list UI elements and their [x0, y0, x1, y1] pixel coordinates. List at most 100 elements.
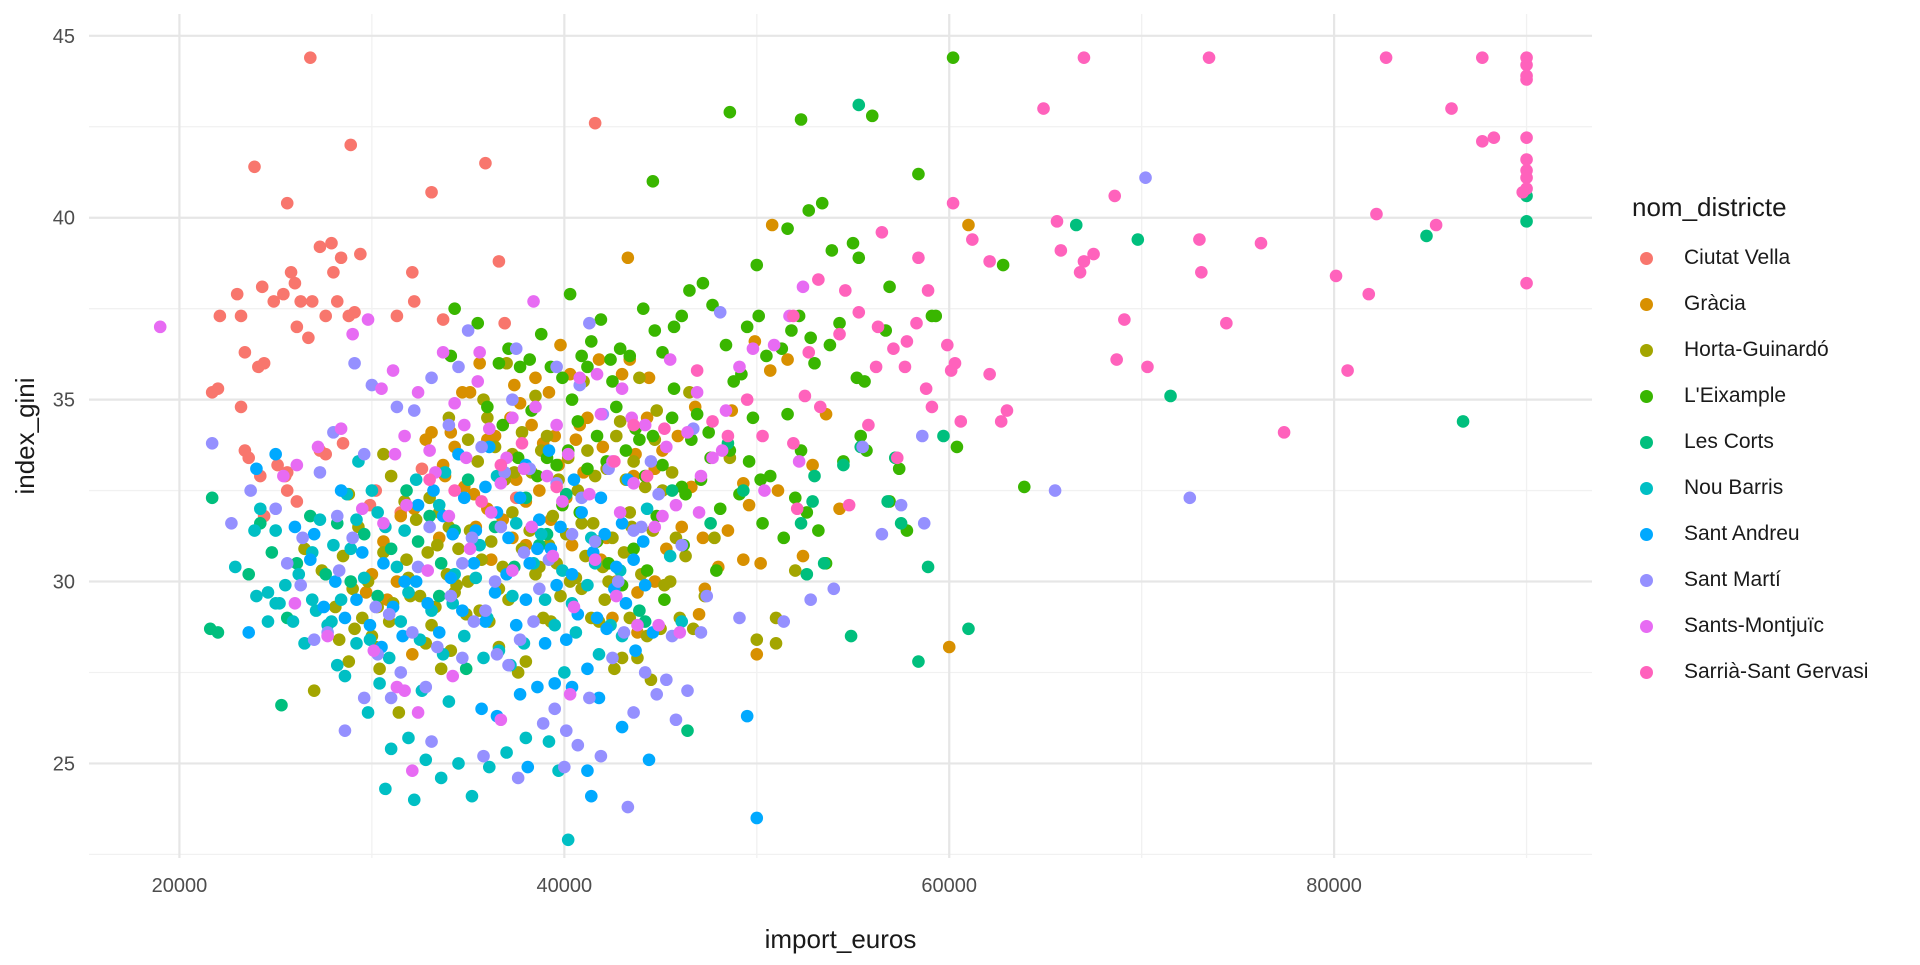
data-point: [815, 196, 829, 210]
data-point: [225, 517, 238, 530]
data-point: [694, 626, 708, 639]
data-point: [692, 607, 706, 621]
x-tick-label: 20000: [152, 875, 208, 897]
data-point: [613, 506, 627, 519]
data-point: [348, 306, 361, 319]
legend-items: Ciutat Vella Gràcia Horta-Guinardó L'Eixamp…: [1632, 235, 1912, 695]
data-point: [569, 626, 583, 639]
data-point: [1329, 269, 1343, 283]
data-point: [334, 251, 348, 265]
data-point: [509, 342, 523, 355]
data-point: [869, 360, 883, 374]
data-point: [613, 342, 627, 355]
data-point: [334, 484, 348, 497]
data-point: [723, 105, 737, 119]
data-point: [398, 684, 411, 697]
data-point: [548, 702, 562, 716]
data-point: [1110, 353, 1123, 366]
data-point: [419, 433, 433, 446]
data-point: [675, 520, 689, 534]
data-point: [763, 469, 777, 483]
data-point: [656, 509, 669, 523]
data-point: [290, 495, 304, 508]
data-point: [228, 560, 242, 574]
data-point: [479, 156, 492, 170]
data-point: [658, 578, 671, 592]
data-point: [355, 502, 369, 516]
data-point: [611, 575, 625, 588]
legend-swatch: [1632, 290, 1660, 318]
data-point: [1000, 404, 1014, 417]
legend-dot: [1639, 619, 1653, 633]
data-point: [546, 549, 560, 563]
data-point: [350, 637, 363, 650]
data-point: [425, 371, 438, 385]
data-point: [402, 731, 415, 745]
data-point: [411, 386, 425, 399]
data-point: [373, 677, 386, 690]
data-point: [354, 247, 367, 261]
data-point: [153, 320, 167, 334]
data-point: [402, 586, 415, 599]
data-point: [517, 546, 531, 559]
data-point: [465, 789, 479, 803]
data-point: [394, 666, 408, 679]
data-point: [763, 364, 777, 377]
data-point: [294, 295, 307, 308]
data-point: [444, 589, 458, 603]
data-point: [467, 557, 481, 570]
data-point: [827, 582, 841, 596]
data-point: [1379, 51, 1393, 64]
data-point: [581, 662, 594, 676]
data-point: [436, 313, 450, 326]
legend-swatch: [1632, 382, 1660, 410]
legend-item: Sants-Montjuïc: [1632, 603, 1912, 649]
data-point: [623, 349, 637, 363]
data-point: [1118, 313, 1131, 326]
data-point: [592, 647, 606, 661]
data-point: [681, 724, 694, 737]
data-point: [452, 542, 465, 556]
data-point: [638, 578, 652, 592]
data-point: [407, 404, 421, 417]
data-point: [640, 564, 654, 577]
data-point: [615, 382, 629, 396]
data-point: [1445, 102, 1458, 115]
data-point: [871, 320, 885, 334]
data-point: [506, 589, 519, 603]
data-point: [540, 469, 554, 483]
data-point: [825, 244, 839, 257]
data-point: [321, 629, 334, 643]
data-point: [839, 284, 852, 297]
data-point: [635, 520, 648, 534]
data-point: [706, 415, 719, 428]
data-point: [921, 560, 935, 574]
data-point: [490, 647, 504, 661]
data-point: [750, 811, 764, 825]
data-point: [348, 356, 361, 370]
data-point: [411, 535, 425, 548]
data-point: [590, 611, 604, 625]
data-point: [692, 506, 706, 519]
data-point: [673, 626, 687, 639]
data-point: [1277, 426, 1291, 439]
legend-swatch: [1632, 244, 1660, 272]
data-point: [719, 338, 733, 352]
data-point: [594, 313, 608, 326]
data-point: [758, 484, 771, 497]
data-point: [461, 473, 475, 486]
data-point: [211, 382, 225, 396]
data-point: [456, 651, 469, 665]
data-point: [648, 575, 662, 588]
data-point: [1362, 287, 1376, 301]
data-point: [250, 462, 263, 476]
data-point: [621, 800, 635, 814]
data-point: [302, 331, 315, 345]
data-point: [482, 760, 496, 774]
data-point: [519, 731, 533, 745]
data-point: [813, 400, 827, 414]
data-point: [567, 600, 581, 614]
data-point: [278, 578, 292, 592]
